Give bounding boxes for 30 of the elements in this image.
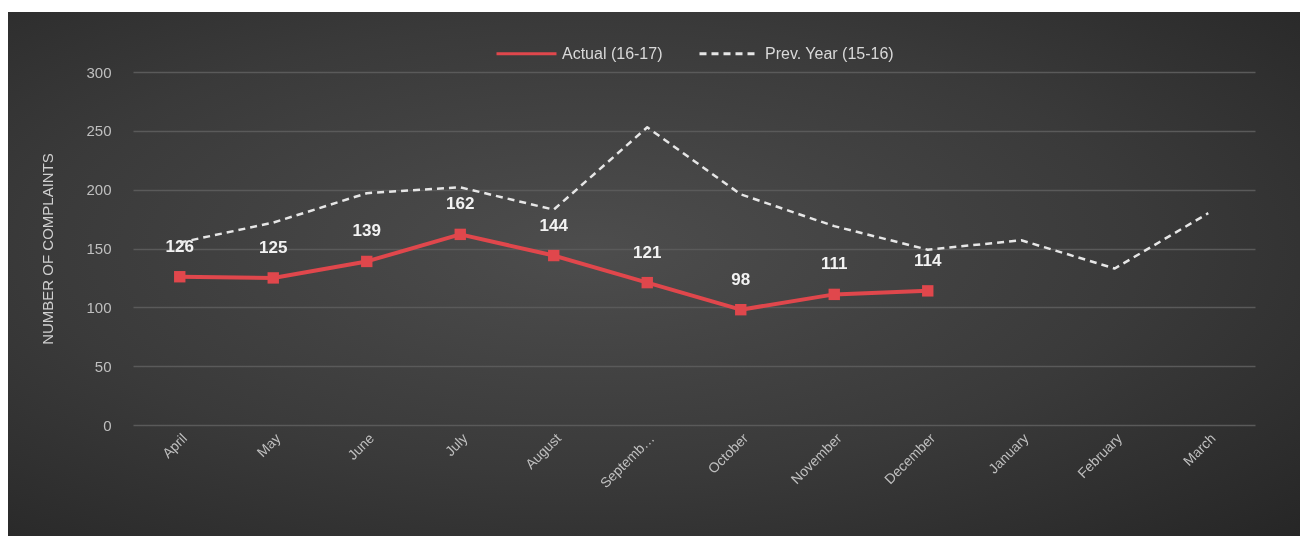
point	[828, 288, 840, 301]
data-label: 125	[259, 237, 288, 257]
point	[922, 285, 934, 297]
data-label: 139	[352, 221, 381, 241]
y-tick-label: 250	[86, 122, 112, 140]
data-label: 126	[165, 236, 194, 256]
data-label: 162	[446, 194, 475, 214]
y-tick-label: 150	[86, 240, 112, 257]
point	[454, 228, 466, 241]
point	[641, 276, 653, 289]
data-label: 144	[539, 215, 569, 235]
legend-label: Actual (16-17)	[562, 44, 663, 62]
y-tick-label: 200	[86, 181, 112, 199]
data-label: 98	[731, 269, 751, 289]
x-tick-label: July	[441, 430, 471, 460]
y-tick-label: 0	[103, 416, 112, 434]
y-tick-label: 100	[86, 298, 112, 316]
data-label: 121	[633, 242, 662, 262]
y-tick-label: 300	[86, 63, 112, 81]
y-axis-title: NUMBER OF COMPLAINTS	[39, 153, 57, 345]
data-label: 114	[914, 250, 942, 270]
point	[735, 303, 747, 316]
legend-label: Prev. Year (15-16)	[765, 44, 894, 62]
point	[361, 255, 373, 268]
point	[267, 272, 279, 284]
data-label: 111	[821, 254, 848, 274]
point	[548, 249, 560, 262]
y-tick-label: 50	[94, 357, 112, 375]
x-tick-label: May	[253, 430, 284, 461]
point	[174, 271, 186, 283]
